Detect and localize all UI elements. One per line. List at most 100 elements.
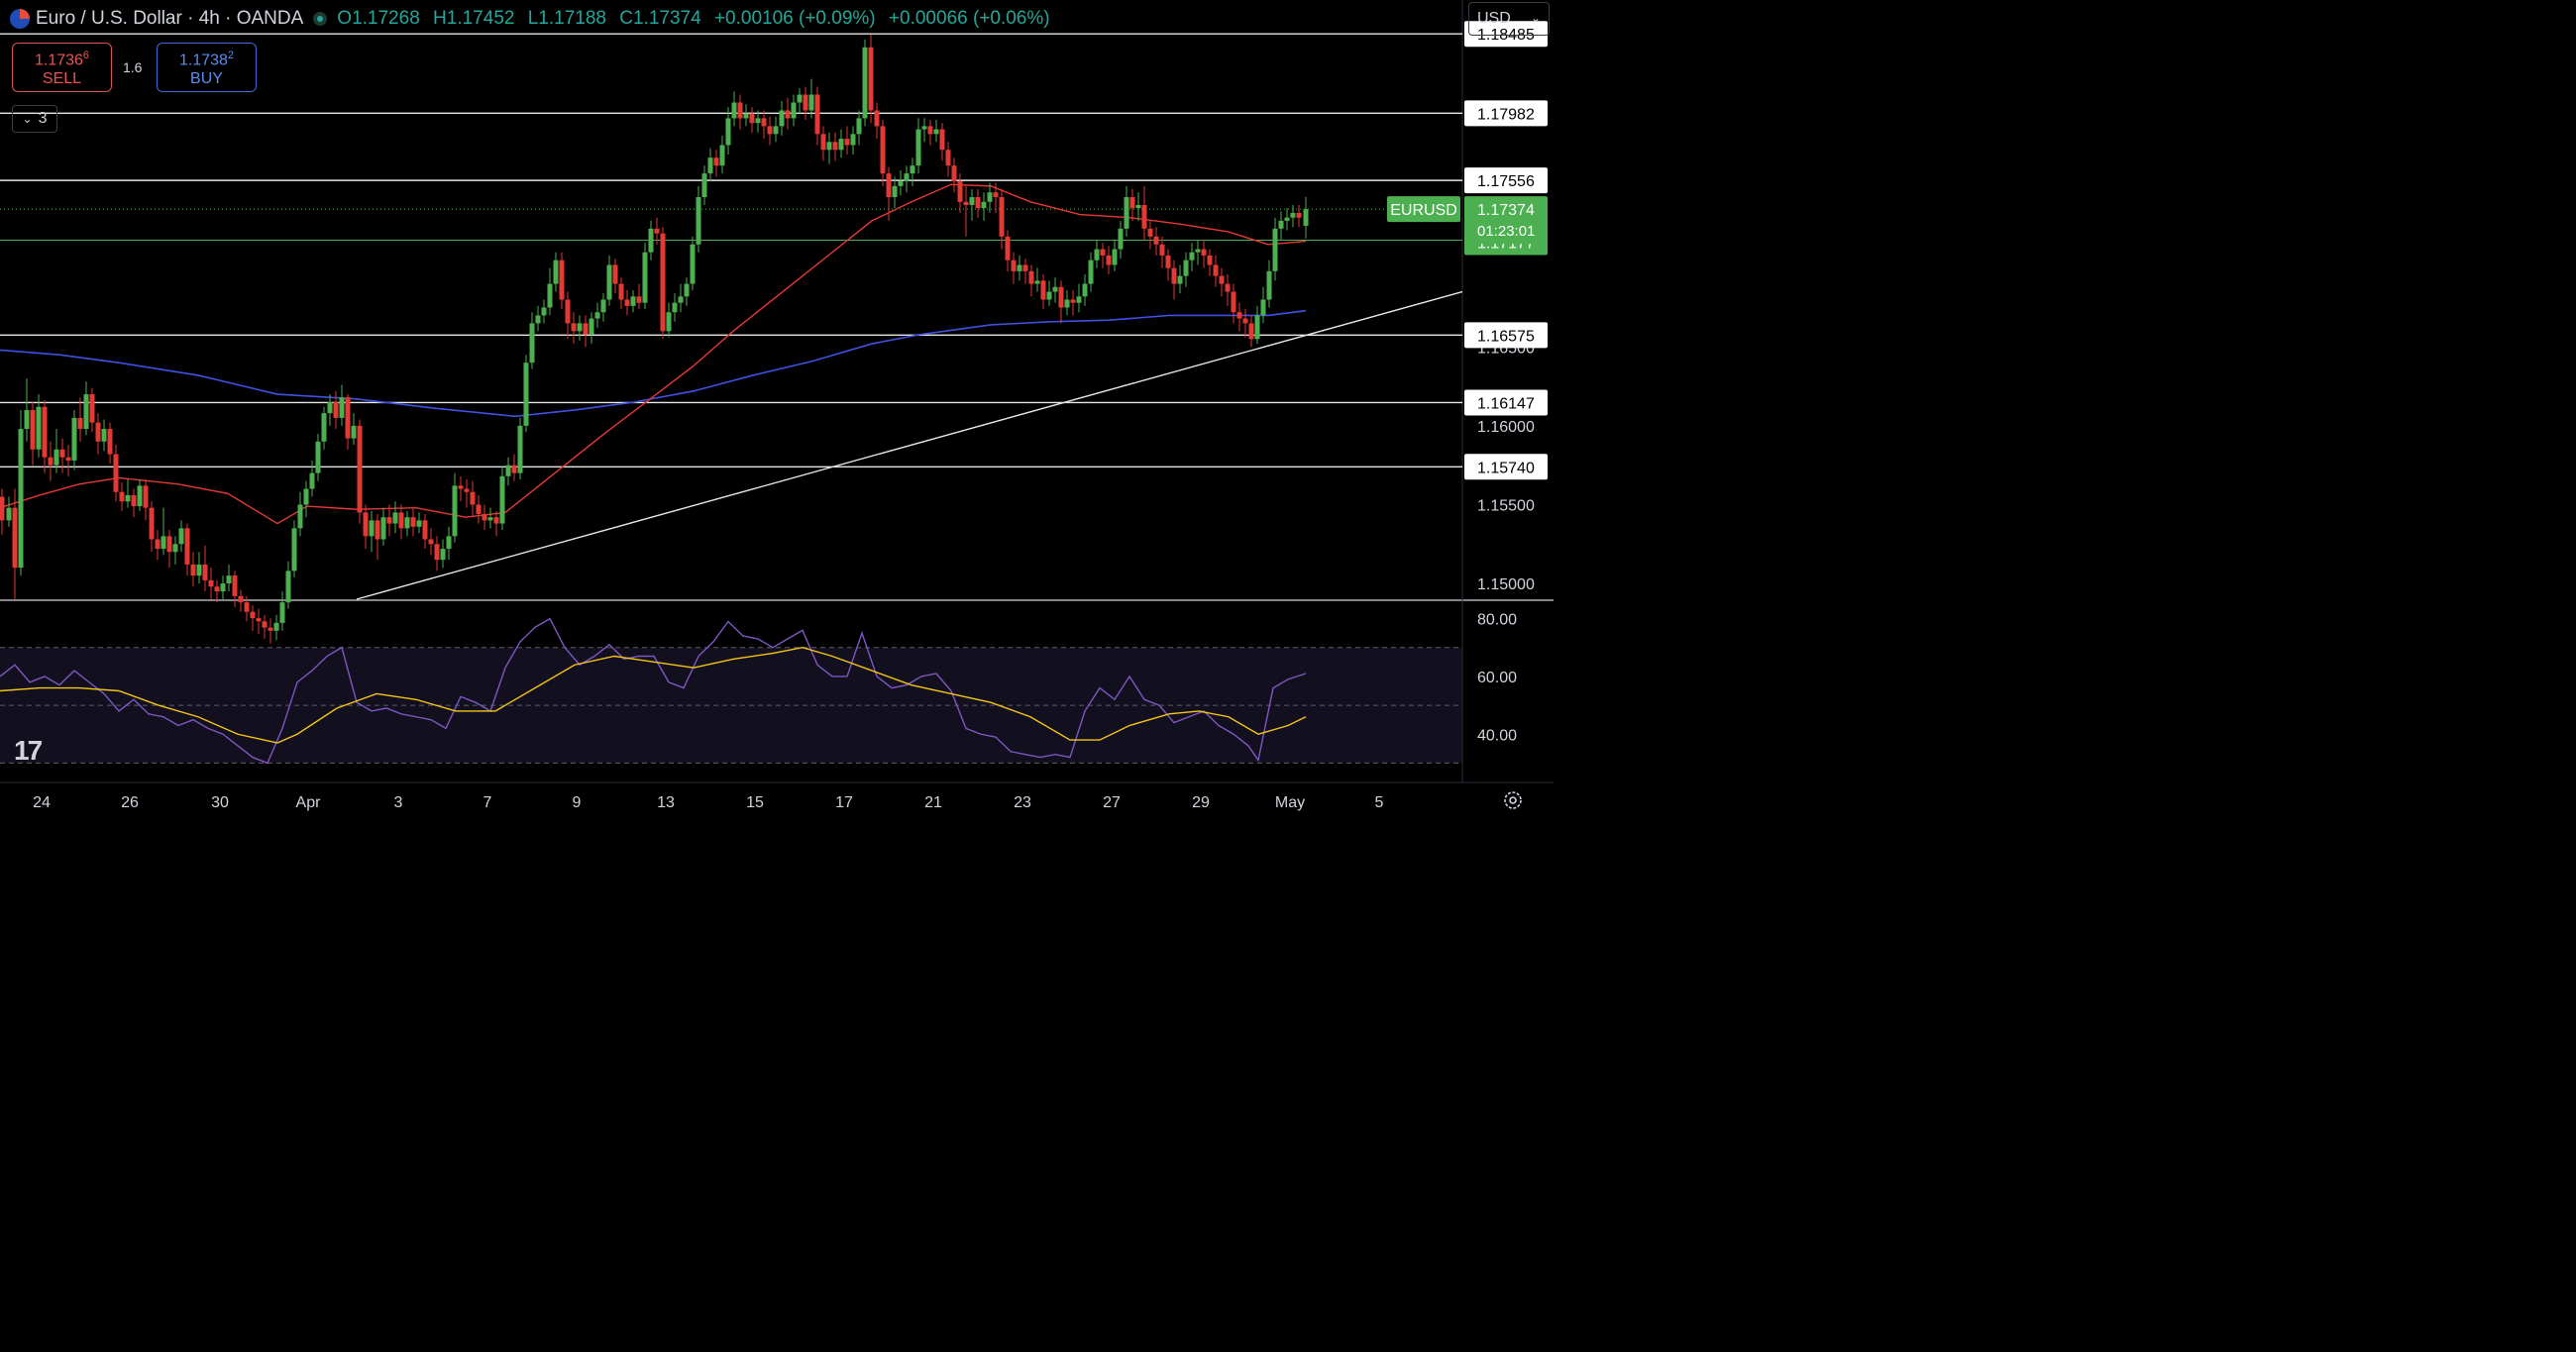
candle-body: [285, 571, 291, 603]
time-axis-tick: Apr: [296, 794, 322, 811]
candle-body: [696, 197, 701, 245]
candle-body: [36, 406, 42, 450]
candle-body: [208, 579, 214, 587]
candle-body: [1303, 209, 1309, 226]
candle-body: [981, 201, 987, 209]
time-axis-tick: 17: [835, 794, 853, 811]
level-label-box: [1464, 100, 1548, 127]
candle-body: [559, 260, 565, 300]
symbol-tag-box: [1387, 196, 1460, 223]
candle-body: [30, 409, 36, 450]
candle-body: [701, 173, 707, 198]
candle-body: [666, 312, 672, 332]
candle-body: [1266, 270, 1272, 300]
close-value: C1.17374: [619, 8, 701, 29]
candle-body: [969, 197, 975, 205]
level-label: 1.17982: [1477, 106, 1535, 123]
candle-body: [113, 454, 119, 492]
candle-body: [1034, 280, 1040, 284]
candle-body: [945, 150, 951, 166]
indicators-toggle-button[interactable]: ⌄ 3: [12, 105, 57, 133]
candle-body: [737, 102, 743, 119]
slow-moving-average-line: [0, 309, 1307, 418]
candle-body: [1052, 286, 1058, 292]
time-axis-tick: May: [1275, 794, 1305, 811]
candle-body: [743, 113, 749, 119]
sell-button[interactable]: 1.17366 SELL: [12, 43, 112, 92]
candle-body: [600, 299, 606, 313]
candle-body: [149, 507, 155, 540]
candle-body: [1011, 260, 1017, 271]
candle-body: [642, 252, 648, 303]
time-axis-tick: 29: [1192, 794, 1210, 811]
candle-body: [24, 409, 30, 430]
candle-body: [803, 94, 808, 111]
candle-body: [178, 528, 184, 545]
low-value: L1.17188: [527, 8, 606, 29]
candle-body: [820, 134, 826, 151]
candle-body: [707, 157, 713, 174]
candle-body: [1147, 228, 1153, 237]
candle-body: [648, 228, 654, 253]
candle-body: [1225, 283, 1231, 292]
candle-body: [565, 299, 571, 324]
candle-body: [422, 520, 428, 540]
candle-body: [1242, 318, 1248, 324]
candle-body: [814, 94, 820, 135]
candle-body: [577, 323, 583, 332]
candle-body: [339, 397, 345, 418]
candle-body: [975, 197, 981, 209]
candle-body: [226, 575, 232, 584]
candle-body: [773, 126, 779, 135]
candle-body: [749, 113, 755, 124]
candle-body: [523, 363, 529, 426]
candle-body: [309, 472, 315, 489]
candle-body: [65, 457, 71, 461]
candle-body: [1219, 275, 1225, 284]
chevron-down-icon: ⌄: [22, 112, 33, 126]
symbol-title[interactable]: Euro / U.S. Dollar · 4h · OANDA: [36, 8, 304, 29]
candle-body: [256, 618, 262, 622]
candle-body: [1189, 252, 1195, 260]
candle-body: [137, 485, 143, 507]
change-value-2: +0.00066 (+0.06%): [888, 8, 1050, 29]
candle-body: [1165, 255, 1171, 268]
level-label-box: [1464, 167, 1548, 194]
candle-body: [470, 491, 476, 505]
buy-label: BUY: [190, 70, 223, 88]
candle-body: [1177, 275, 1183, 284]
candle-body: [1064, 299, 1070, 308]
sell-label: SELL: [42, 70, 82, 88]
candle-body: [327, 401, 333, 414]
eur-usd-flag-icon: [10, 9, 30, 29]
candle-body: [0, 496, 5, 521]
price-axis-tick: 1.16000: [1477, 419, 1535, 436]
currency-select[interactable]: USD ⌄: [1468, 2, 1550, 36]
time-axis-tick: 5: [1375, 794, 1384, 811]
candle-body: [404, 517, 410, 529]
candle-body: [458, 485, 464, 489]
candle-body: [731, 102, 737, 119]
candle-body: [939, 129, 945, 151]
candle-body: [1290, 212, 1296, 218]
candle-body: [464, 488, 470, 492]
buy-button[interactable]: 1.17382 BUY: [157, 43, 257, 92]
candle-body: [220, 583, 226, 592]
time-axis-tick: 21: [924, 794, 942, 811]
candle-body: [583, 323, 589, 335]
candle-body: [499, 475, 505, 524]
candle-body: [684, 283, 690, 297]
price-chart[interactable]: 1.150001.155001.160001.1650080.0060.0040…: [0, 0, 1554, 815]
candle-body: [654, 228, 660, 234]
candle-body: [612, 264, 618, 284]
candle-body: [493, 517, 499, 524]
settings-gear-icon[interactable]: [1502, 789, 1524, 811]
candle-body: [957, 181, 963, 202]
candle-body: [719, 145, 725, 166]
candle-body: [244, 602, 250, 612]
candle-body: [904, 173, 910, 182]
candle-body: [987, 192, 993, 202]
indicators-count: 3: [38, 110, 48, 127]
candle-body: [915, 129, 921, 166]
candle-body: [398, 512, 404, 529]
